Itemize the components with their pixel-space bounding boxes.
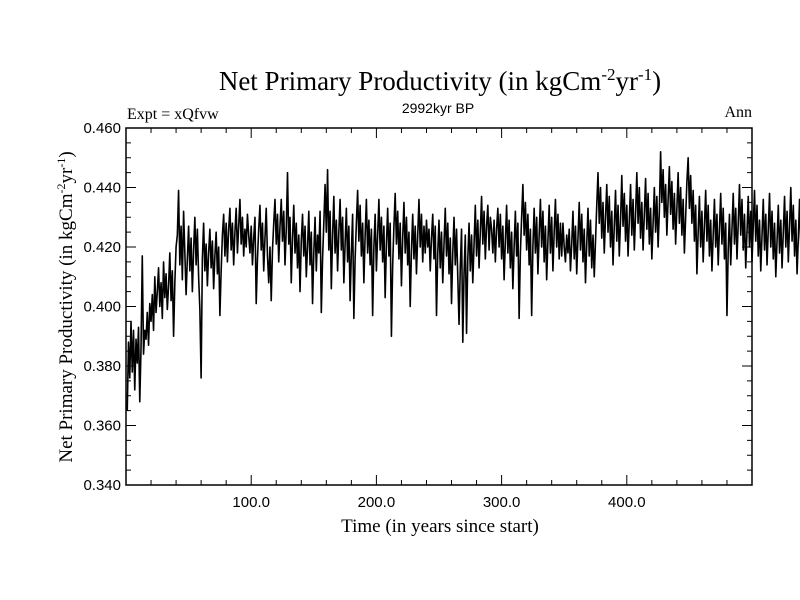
x-axis-label: Time (in years since start) [341, 516, 539, 537]
y-tick-label: 0.380 [83, 358, 121, 375]
subtitle-date: 2992kyr BP [402, 100, 474, 116]
y-axis-label: Net Primary Productivity (in kgCm-2yr-1) [54, 151, 77, 462]
y-tick-label: 0.360 [83, 418, 121, 435]
x-tick-label: 300.0 [483, 494, 521, 511]
chart-title: Net Primary Productivity (in kgCm-2yr-1) [219, 65, 661, 96]
series-line-npp [126, 151, 800, 411]
x-tick-label: 200.0 [358, 494, 396, 511]
y-tick-label: 0.340 [83, 477, 121, 494]
y-tick-label: 0.460 [83, 120, 121, 137]
y-tick-label: 0.440 [83, 180, 121, 197]
x-tick-label: 100.0 [232, 494, 270, 511]
y-tick-label: 0.400 [83, 299, 121, 316]
x-tick-label: 400.0 [608, 494, 646, 511]
subtitle-expt: Expt = xQfvw [127, 106, 219, 123]
axis-tick-labels: 100.0 200.0 300.0 400.0 0.340 0.360 0.380 0.400… [83, 120, 645, 511]
plot-frame [125, 127, 753, 486]
y-tick-label: 0.420 [83, 239, 121, 256]
subtitle-season: Ann [724, 104, 752, 121]
